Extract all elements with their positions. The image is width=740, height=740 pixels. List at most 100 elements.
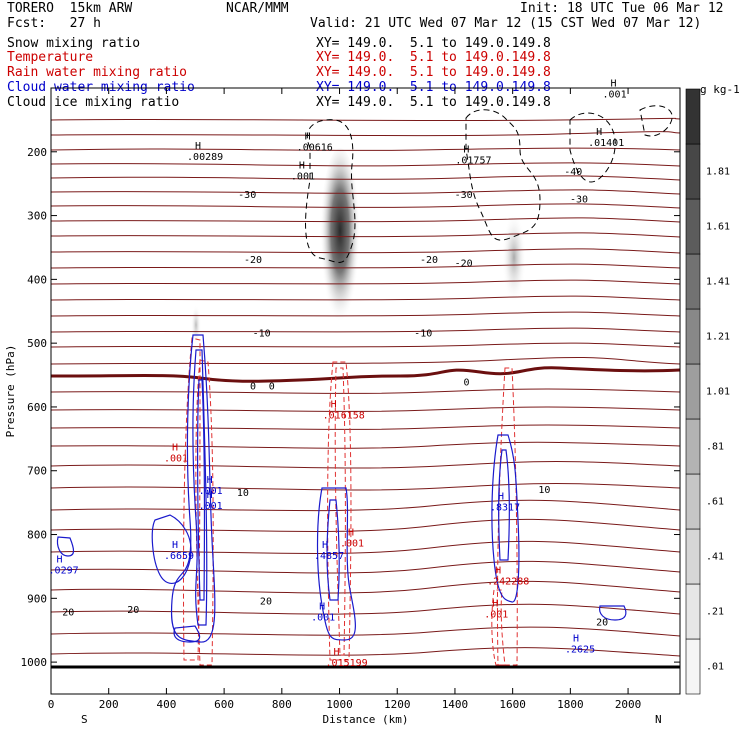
plot-frame <box>50 87 681 695</box>
isotherm <box>50 388 681 394</box>
x-tick-label: 0 <box>48 698 55 711</box>
colorbar-cell <box>685 198 701 255</box>
isotherm <box>50 342 681 348</box>
y-tick-label: 1000 <box>21 656 48 669</box>
cloud-water-contour <box>56 536 75 557</box>
cloud-water-contour <box>491 434 520 603</box>
forecast-hour: Fcst: 27 h <box>7 16 101 31</box>
x-tick-label: 1600 <box>499 698 526 711</box>
isotherm <box>50 162 681 167</box>
high-marker: H <box>331 400 337 411</box>
colorbar-unit: g kg-1 <box>700 83 740 96</box>
high-marker: H <box>492 599 498 610</box>
y-tick-label: 800 <box>27 529 47 542</box>
zero-degree-isotherm <box>50 366 681 383</box>
temperature-label: -20 <box>455 258 473 269</box>
cloud-water-contour <box>170 334 216 643</box>
colorbar-cell <box>685 528 701 585</box>
y-tick-label: 700 <box>27 465 47 478</box>
colorbar-cell <box>685 308 701 365</box>
y-tick-label: 300 <box>27 210 47 223</box>
colorbar-label: .41 <box>706 551 724 562</box>
cloud-ice-contours <box>305 105 673 263</box>
colorbar-label: 1.81 <box>706 166 730 177</box>
isotherm <box>50 131 681 137</box>
colorbar: g kg-1 .01 .21 .41 .61 .81 1.01 1.21 1.41 1.61 1.… <box>685 83 740 695</box>
isotherm <box>50 232 681 238</box>
x-axis-left-end: S <box>81 713 88 726</box>
isotherm <box>50 461 681 469</box>
temperature-labels: -30 -30 -30 -40 -20 -20 -20 -10 -10 0 0 0 10 10 20 20 20… <box>62 167 608 628</box>
temperature-label: -30 <box>570 195 588 206</box>
high-marker: H <box>299 160 305 171</box>
x-tick-label: 1800 <box>557 698 584 711</box>
temperature-label: -30 <box>238 190 256 201</box>
isotherm <box>50 540 681 554</box>
x-axis-title: Distance (km) <box>322 713 408 726</box>
colorbar-label: .21 <box>706 606 724 617</box>
y-tick-label: 200 <box>27 146 47 159</box>
high-value: .0297 <box>49 566 79 577</box>
x-tick-label: 2000 <box>615 698 642 711</box>
isotherm <box>50 406 681 412</box>
x-axis-right-end: N <box>655 713 662 726</box>
colorbar-cell <box>685 363 701 420</box>
colorbar-cell <box>685 143 701 200</box>
x-tick-label: 1200 <box>384 698 411 711</box>
cloud-water-contour <box>326 499 340 601</box>
colorbar-cell <box>685 583 701 640</box>
legend-rain-xy: XY= 149.0. 5.1 to 149.0.149.8 <box>316 65 551 80</box>
high-marker: H <box>573 634 579 645</box>
isotherm <box>50 147 681 151</box>
isotherm <box>50 295 681 301</box>
x-tick-label: 800 <box>272 698 292 711</box>
high-value: .00289 <box>187 152 223 163</box>
colorbar-cells <box>685 88 701 695</box>
high-marker: H <box>195 141 201 152</box>
high-value: .2625 <box>565 645 595 656</box>
ice-contour <box>639 105 673 137</box>
legend-rain-label: Rain water mixing ratio <box>7 65 188 80</box>
high-value: .001 <box>603 90 627 101</box>
x-tick-label: 1400 <box>442 698 469 711</box>
x-tick-label: 1000 <box>326 698 353 711</box>
isotherm <box>50 499 681 512</box>
cloud-water-contours <box>56 334 627 643</box>
high-marker: H <box>322 540 328 551</box>
high-value: .001 <box>484 610 508 621</box>
temperature-label: -20 <box>244 255 262 266</box>
ice-contour <box>305 119 356 263</box>
y-tick-label: 400 <box>27 273 47 286</box>
x-tick-label: 200 <box>99 698 119 711</box>
isotherm <box>50 356 681 365</box>
legend-temperature-label: Temperature <box>7 50 94 65</box>
isotherm <box>50 248 681 254</box>
valid-time: Valid: 21 UTC Wed 07 Mar 12 (15 CST Wed … <box>310 16 702 31</box>
colorbar-label: 1.01 <box>706 386 730 397</box>
rain-contour <box>327 361 352 661</box>
colorbar-cell <box>685 418 701 475</box>
axes-layer: 0 200 400 600 800 1000 1200 1400 1600 1800 2000200… <box>4 88 680 726</box>
legend-snow-xy: XY= 149.0. 5.1 to 149.0.149.8 <box>316 36 551 51</box>
isotherm <box>50 424 681 430</box>
isotherm <box>50 263 681 269</box>
rain-contour <box>491 589 506 666</box>
cloud-water-contour <box>151 514 192 585</box>
isotherm <box>50 117 681 122</box>
isotherm <box>50 327 681 333</box>
cloud-water-contour <box>192 349 208 626</box>
cloud-water-contour <box>316 487 356 641</box>
temperature-label: -30 <box>455 190 473 201</box>
isotherm <box>50 518 681 532</box>
high-marker: H <box>495 565 501 576</box>
high-value: .242288 <box>487 576 529 587</box>
colorbar-label: .81 <box>706 441 724 452</box>
high-marker: H <box>498 491 504 502</box>
high-value: .001 <box>291 171 315 182</box>
temperature-label: 0 <box>250 382 256 393</box>
colorbar-label: 1.41 <box>706 276 730 287</box>
high-value: .6659 <box>164 551 194 562</box>
high-value: .016158 <box>323 411 365 422</box>
high-marker: H <box>172 540 178 551</box>
